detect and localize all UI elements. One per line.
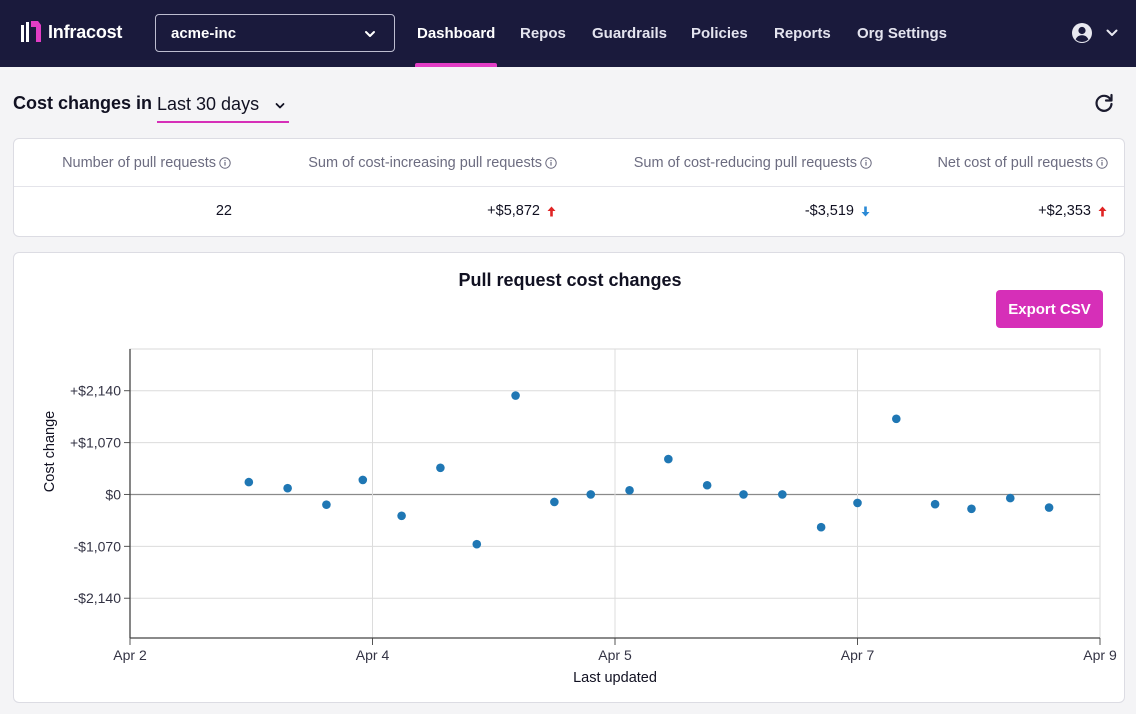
data-point — [1005, 493, 1015, 503]
summary-header-label: Sum of cost-reducing pull requests — [633, 155, 857, 171]
summary-header-label: Net cost of pull requests — [937, 155, 1093, 171]
data-point — [586, 490, 596, 499]
y-axis-title: Cost change — [42, 411, 58, 492]
data-point — [778, 490, 787, 499]
data-point — [892, 414, 901, 424]
data-point — [397, 511, 406, 521]
data-point — [1044, 503, 1054, 512]
data-point — [664, 454, 673, 464]
refresh-icon — [1095, 93, 1113, 112]
summary-header-reducing: Sum of cost-reducing pull requests — [634, 155, 872, 171]
user-menu[interactable] — [1071, 22, 1119, 44]
data-point — [625, 486, 634, 495]
y-tick-label: -$2,140 — [74, 590, 122, 606]
summary-header-pr-count: Number of pull requests — [62, 155, 231, 171]
org-select[interactable]: acme-inc — [155, 14, 395, 52]
info-icon[interactable] — [545, 157, 557, 169]
info-icon[interactable] — [860, 157, 872, 169]
y-tick-label: +$1,070 — [70, 435, 121, 451]
x-tick-label: Apr 5 — [598, 647, 632, 663]
summary-value-text: -$3,519 — [804, 203, 854, 219]
data-point — [511, 391, 520, 400]
summary-value-text: +$2,353 — [1038, 203, 1091, 219]
data-point — [358, 475, 368, 485]
data-point — [930, 499, 940, 509]
refresh-button[interactable] — [1092, 91, 1116, 115]
page-title: Cost changes in — [13, 93, 153, 113]
date-range-select[interactable]: Last 30 days — [157, 88, 289, 123]
infracost-logo-icon — [21, 21, 41, 42]
nav-tab-reports[interactable]: Reports — [774, 25, 831, 42]
info-icon[interactable] — [1096, 157, 1108, 169]
nav-tab-guardrails[interactable]: Guardrails — [592, 25, 668, 42]
chevron-down-icon — [1106, 29, 1118, 36]
x-axis-title: Last updated — [573, 670, 657, 686]
data-point — [283, 483, 292, 493]
data-point — [967, 504, 976, 514]
summary-header-net: Net cost of pull requests — [937, 155, 1108, 171]
chart-title: Pull request cost changes — [458, 270, 682, 290]
top-nav-bar: Infracost acme-inc Dashboard Repos Guard… — [0, 0, 1136, 67]
summary-header-label: Number of pull requests — [62, 155, 216, 171]
data-point — [436, 463, 445, 473]
arrow-up-icon — [1098, 206, 1107, 216]
chevron-down-icon — [365, 31, 375, 37]
brand-name: Infracost — [48, 21, 123, 42]
summary-value-text: 22 — [215, 203, 232, 219]
x-tick-label: Apr 4 — [356, 647, 390, 663]
summary-value-text: +$5,872 — [487, 203, 540, 219]
data-point — [702, 480, 712, 490]
summary-value-pr-count: 22 — [216, 203, 232, 219]
nav-tab-dashboard[interactable]: Dashboard — [414, 0, 498, 67]
data-point — [816, 522, 826, 532]
summary-value-reducing: -$3,519 — [805, 203, 870, 219]
y-tick-label: $0 — [105, 486, 121, 502]
brand-logo[interactable]: Infracost — [21, 20, 122, 44]
cost-change-scatter-chart: +$2,140 +$1,070 $0 -$1,070 -$2,140 Apr 2 Apr 4… — [42, 348, 1117, 686]
summary-divider — [14, 186, 1124, 187]
arrow-up-icon — [547, 206, 556, 216]
info-icon[interactable] — [219, 157, 231, 169]
chart-card: Pull request cost changes Export CSV +$2… — [13, 252, 1125, 703]
summary-header-increasing: Sum of cost-increasing pull requests — [308, 155, 557, 171]
nav-tab-org-settings[interactable]: Org Settings — [857, 25, 948, 42]
data-point — [244, 477, 254, 487]
org-select-value: acme-inc — [171, 24, 237, 42]
data-point — [550, 497, 559, 507]
nav-tab-repos[interactable]: Repos — [520, 25, 566, 42]
summary-value-net: +$2,353 — [1038, 203, 1107, 219]
summary-header-label: Sum of cost-increasing pull requests — [308, 155, 542, 171]
data-point — [739, 490, 748, 499]
data-point — [853, 498, 862, 508]
x-tick-label: Apr 9 — [1083, 647, 1117, 663]
x-tick-label: Apr 2 — [113, 647, 147, 663]
y-tick-label: -$1,070 — [74, 538, 122, 554]
chevron-down-icon — [275, 103, 285, 109]
export-csv-button[interactable]: Export CSV — [996, 290, 1103, 328]
arrow-down-icon — [861, 206, 870, 216]
nav-tab-policies[interactable]: Policies — [691, 25, 748, 42]
summary-value-increasing: +$5,872 — [487, 203, 556, 219]
summary-card: Number of pull requests Sum of cost-incr… — [13, 138, 1125, 237]
date-range-value: Last 30 days — [157, 94, 260, 114]
user-circle-icon — [1072, 23, 1092, 43]
x-tick-label: Apr 7 — [841, 647, 875, 663]
data-point — [472, 539, 482, 549]
y-tick-label: +$2,140 — [70, 383, 121, 399]
data-point — [322, 500, 331, 509]
